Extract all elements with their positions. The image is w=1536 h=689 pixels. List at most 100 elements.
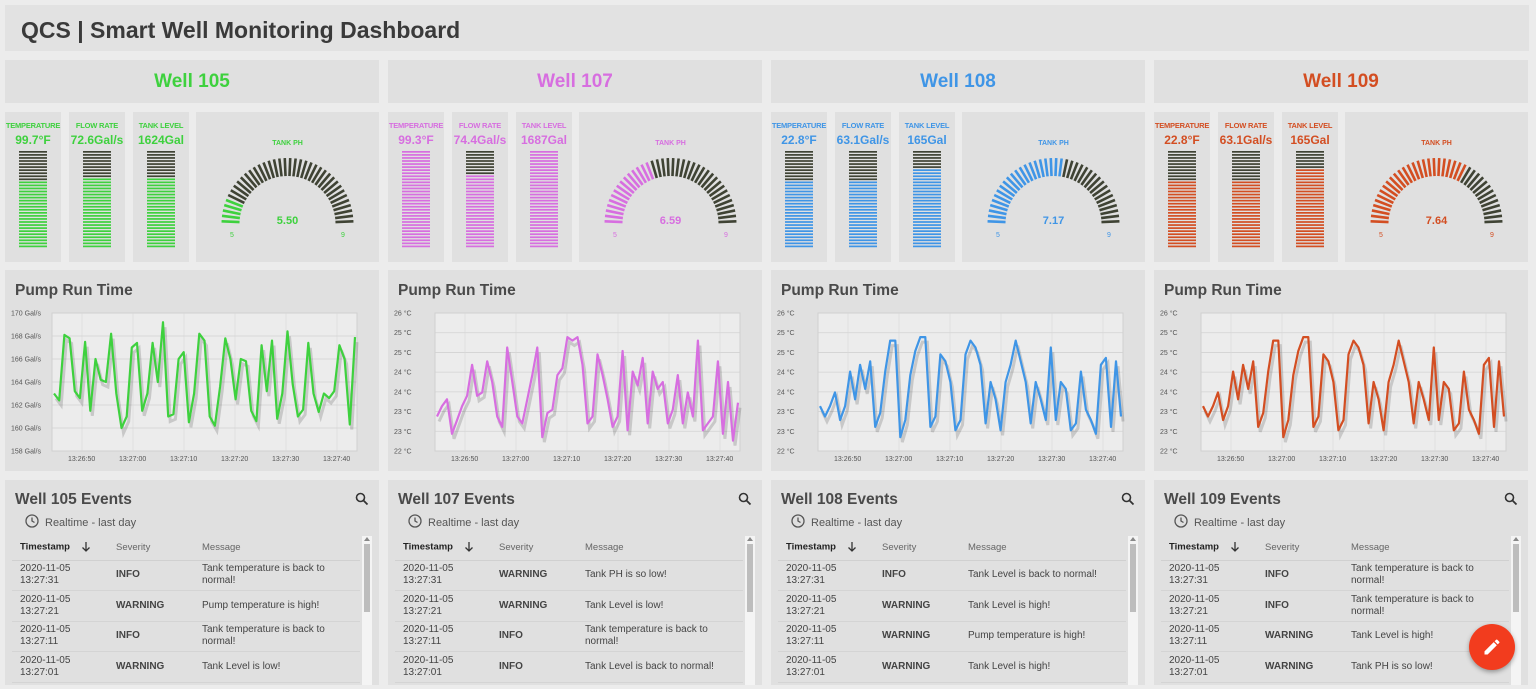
severity-header[interactable]: Severity — [1257, 535, 1343, 561]
scroll-up-arrow[interactable] — [747, 537, 753, 541]
timestamp-header[interactable]: Timestamp — [1161, 535, 1257, 561]
message-cell: Tank temperature is back to normal! — [194, 560, 360, 591]
scrollbar-thumb[interactable] — [364, 544, 370, 612]
table-row[interactable]: 2020-11-05 13:27:21 WARNING Pump temperatur… — [12, 590, 360, 622]
bar-segment — [19, 245, 47, 248]
table-row[interactable]: 2020-11-05 13:27:11 INFO Tank temperature i… — [12, 621, 360, 652]
bar-segment — [402, 172, 430, 175]
scrollbar[interactable] — [362, 536, 372, 685]
bar-segment — [466, 169, 494, 171]
table-row[interactable]: 2020-11-05 13:27:31 WARNING Tank PH is so l… — [395, 560, 743, 591]
table-row[interactable]: 2020-11-05 13:27:21 WARNING Tank Level is h… — [778, 590, 1126, 622]
bar-segment — [530, 172, 558, 175]
y-tick-label: 162 Gal/s — [11, 403, 41, 410]
bar-segment — [530, 154, 558, 156]
x-tick-label: 13:26:50 — [68, 456, 95, 463]
bar-segment — [402, 218, 430, 220]
table-row[interactable]: 2020-11-05 13:27:11 INFO Tank temperature i… — [395, 621, 743, 652]
bar-segment — [466, 215, 494, 217]
table-row[interactable]: 2020-11-05 13:27:21 INFO Tank temperature i… — [1161, 590, 1509, 622]
bar-segment — [466, 224, 494, 226]
scroll-up-arrow[interactable] — [1513, 537, 1519, 541]
timestamp-date: 2020-11-05 — [786, 654, 837, 666]
bar-segment — [913, 233, 941, 236]
search-icon[interactable] — [355, 492, 369, 511]
severity-header[interactable]: Severity — [874, 535, 960, 561]
arrow-down-icon[interactable] — [70, 542, 91, 553]
message-header[interactable]: Message — [1343, 535, 1509, 561]
flow-rate-meter: FLOW RATE 63.1Gal/s — [835, 112, 891, 262]
gauge-label: TANK PH — [272, 140, 303, 147]
search-icon[interactable] — [1121, 492, 1135, 511]
severity-cell: INFO — [1257, 560, 1343, 591]
table-row[interactable]: 2020-11-05 13:27:31 INFO Tank temperature i… — [1161, 560, 1509, 591]
gauge-segment — [328, 189, 345, 201]
gauge-segment — [686, 162, 696, 180]
bar-segment — [466, 202, 494, 205]
message-header[interactable]: Message — [960, 535, 1126, 561]
edit-button[interactable] — [1469, 624, 1515, 670]
gauge-segment — [1023, 164, 1034, 182]
bar-segment — [402, 236, 430, 239]
bar-segment — [1168, 221, 1196, 223]
search-icon[interactable] — [738, 492, 752, 511]
timewindow-selector[interactable]: Realtime - last day — [408, 514, 519, 531]
bar-segment — [530, 184, 558, 187]
scrollbar-thumb[interactable] — [1130, 544, 1136, 612]
bar-segment — [147, 224, 175, 226]
bar-segment — [466, 242, 494, 245]
gauge-segment — [610, 193, 628, 205]
timestamp-header[interactable]: Timestamp — [12, 535, 108, 561]
scrollbar-thumb[interactable] — [747, 544, 753, 612]
severity-cell: WARNING — [491, 560, 577, 591]
scroll-up-arrow[interactable] — [1130, 537, 1136, 541]
message-header[interactable]: Message — [577, 535, 743, 561]
clock-icon — [791, 514, 805, 531]
table-row[interactable]: 2020-11-05 13:27:31 INFO Tank temperature i… — [12, 560, 360, 591]
scrollbar-thumb[interactable] — [1513, 544, 1519, 612]
bar-segment — [147, 190, 175, 193]
bar-segment — [147, 193, 175, 196]
search-icon[interactable] — [1504, 492, 1518, 511]
arrow-down-icon[interactable] — [453, 542, 474, 553]
scrollbar[interactable] — [745, 536, 755, 685]
scrollbar[interactable] — [1128, 536, 1138, 685]
table-row[interactable]: 2020-11-05 13:27:11 WARNING Tank Level is h… — [1161, 621, 1509, 652]
bar-segment — [1232, 205, 1260, 208]
table-row[interactable]: 2020-11-05 13:27:01 INFO Tank Level is back… — [395, 651, 743, 683]
scroll-up-arrow[interactable] — [364, 537, 370, 541]
timestamp-header[interactable]: Timestamp — [395, 535, 491, 561]
timestamp-header[interactable]: Timestamp — [778, 535, 874, 561]
gauge-segment — [1005, 176, 1021, 191]
bar-segment — [1168, 236, 1196, 239]
bar-segment — [19, 233, 47, 236]
message-header[interactable]: Message — [194, 535, 360, 561]
timewindow-selector[interactable]: Realtime - last day — [1174, 514, 1285, 531]
bar-segment — [147, 166, 175, 168]
table-row[interactable]: 2020-11-05 13:27:11 WARNING Pump temperatur… — [778, 621, 1126, 652]
timewindow-selector[interactable]: Realtime - last day — [25, 514, 136, 531]
severity-header[interactable]: Severity — [108, 535, 194, 561]
x-tick-label: 13:26:50 — [834, 456, 861, 463]
y-tick-label: 25 °C — [394, 349, 412, 357]
severity-header[interactable]: Severity — [491, 535, 577, 561]
table-row[interactable]: 2020-11-05 13:27:01 WARNING Tank PH is so l… — [1161, 651, 1509, 683]
bar-segment — [147, 221, 175, 223]
table-row[interactable]: 2020-11-05 13:27:01 WARNING Tank Level is h… — [778, 651, 1126, 683]
bar-segment — [19, 187, 47, 190]
scrollbar[interactable] — [1511, 536, 1521, 685]
gauge-segment — [661, 158, 666, 177]
arrow-down-icon[interactable] — [1219, 542, 1240, 553]
bar-segment — [466, 230, 494, 232]
bar-segment — [147, 178, 175, 181]
timestamp-time: 13:27:31 — [403, 575, 442, 587]
table-row[interactable]: 2020-11-05 13:27:21 WARNING Tank Level is l… — [395, 590, 743, 622]
timewindow-selector[interactable]: Realtime - last day — [791, 514, 902, 531]
clock-icon — [25, 514, 39, 531]
bar-segment — [19, 151, 47, 153]
bar-segment — [913, 190, 941, 193]
gauge-segment — [1448, 160, 1457, 179]
table-row[interactable]: 2020-11-05 13:27:01 WARNING Tank Level is l… — [12, 651, 360, 683]
table-row[interactable]: 2020-11-05 13:27:31 INFO Tank Level is back… — [778, 560, 1126, 591]
arrow-down-icon[interactable] — [836, 542, 857, 553]
